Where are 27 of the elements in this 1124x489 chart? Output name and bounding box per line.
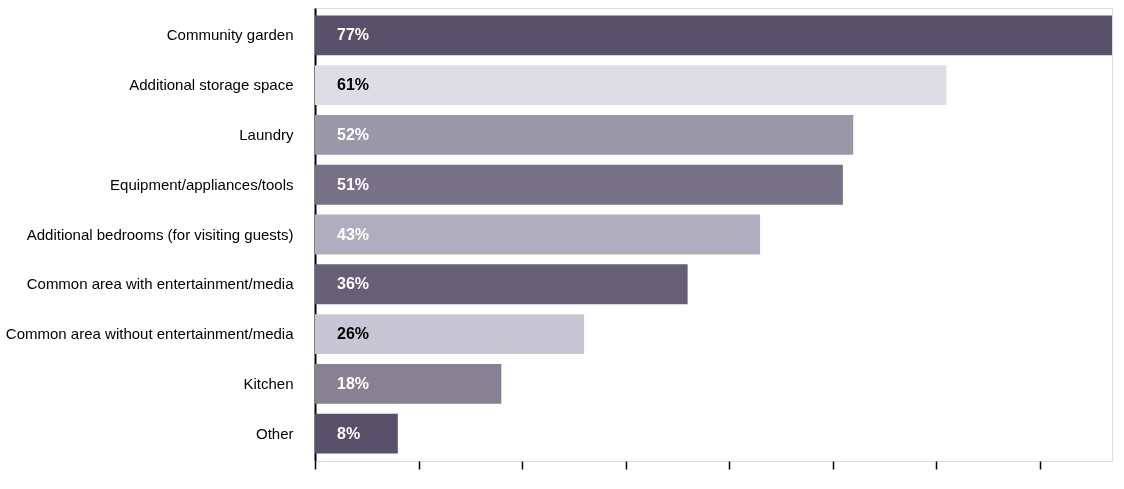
bar <box>315 264 688 305</box>
y-tick-label: Additional bedrooms (for visiting guests) <box>26 225 294 243</box>
data-label: 51% <box>337 175 370 193</box>
y-tick-label: Common area with entertainment/media <box>26 275 295 293</box>
y-tick-label: Equipment/appliances/tools <box>110 175 294 193</box>
bar <box>315 115 854 155</box>
data-label: 36% <box>337 275 370 293</box>
bar <box>315 314 585 354</box>
y-tick-label: Kitchen <box>243 374 294 392</box>
y-tick-label: Additional storage space <box>129 76 294 94</box>
data-label: 77% <box>337 26 370 44</box>
data-label: 61% <box>337 76 370 94</box>
y-tick-label: Common area without entertainment/media <box>5 325 295 343</box>
data-label: 18% <box>337 374 370 392</box>
bar <box>315 164 843 205</box>
y-tick-label: Community garden <box>166 26 294 44</box>
data-label: 26% <box>337 325 370 343</box>
data-label: 8% <box>337 424 361 442</box>
bar <box>315 214 761 255</box>
bar <box>315 413 398 454</box>
data-label: 52% <box>337 125 370 143</box>
data-label: 43% <box>337 225 370 243</box>
bar <box>315 15 1112 56</box>
y-tick-label: Other <box>255 424 294 442</box>
bar <box>315 363 502 404</box>
bar <box>315 65 947 106</box>
y-tick-label: Laundry <box>239 125 294 143</box>
